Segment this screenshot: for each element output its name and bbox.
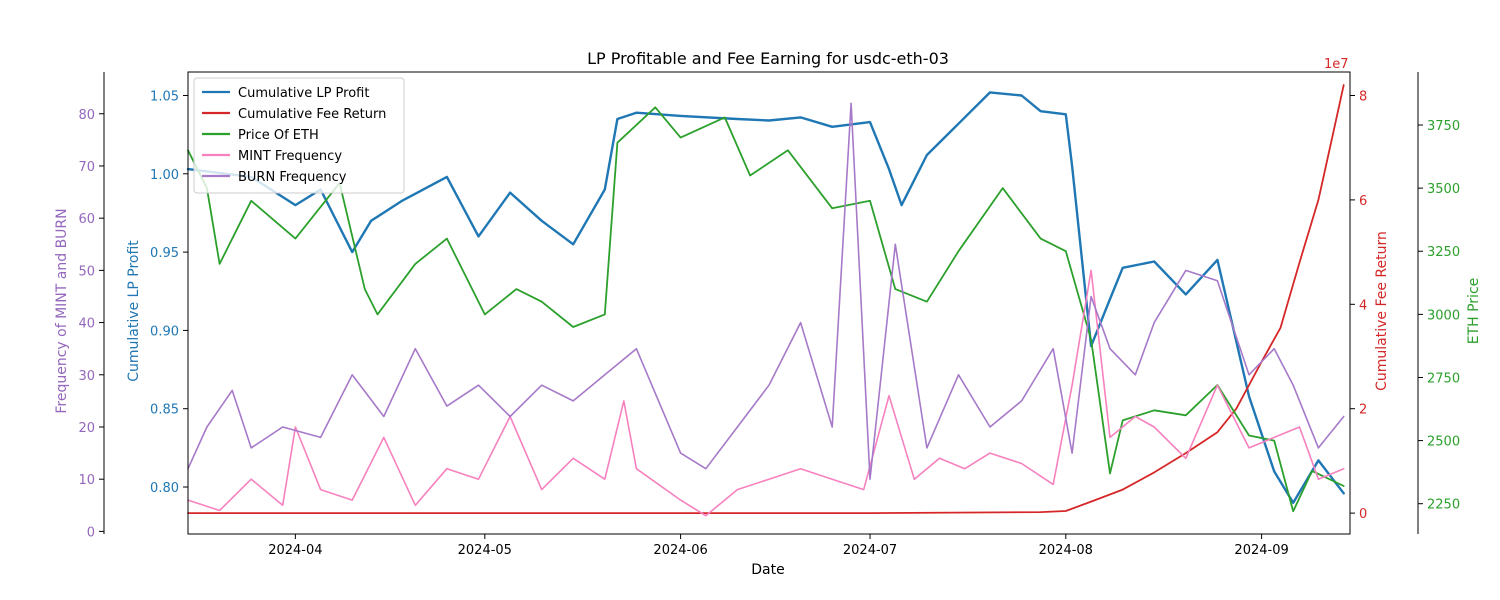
series-line-1 [187,84,1345,514]
freq-tick-label: 20 [78,421,95,436]
x-tick-label: 2024-06 [653,543,707,558]
lp-tick-label: 1.05 [150,89,179,104]
axes: 2024-04 2024-05 2024-06 2024-07 2024-08 2024-… [54,57,1482,558]
legend-entry-label: BURN Frequency [238,170,347,185]
fee-tick-label: 8 [1359,89,1367,104]
eth-tick-label: 3250 [1427,245,1460,260]
fee-axis-title: Cumulative Fee Return [1374,231,1390,391]
eth-tick-label: 2750 [1427,371,1460,386]
legend: Cumulative LP Profit Cumulative Fee Retur… [193,77,405,194]
lp-tick-label: 0.90 [150,324,179,339]
series-line-3 [187,269,1345,517]
lp-tick-label: 1.00 [150,168,179,183]
legend-entry-label: MINT Frequency [238,149,342,164]
freq-tick-label: 30 [78,369,95,384]
freq-axis-title: Frequency of MINT and BURN [54,208,70,413]
fee-tick-label: 0 [1359,507,1367,522]
fee-tick-label: 6 [1359,194,1367,209]
eth-tick-label: 3500 [1427,182,1460,197]
series-line-0 [186,91,1345,504]
lp-tick-label: 0.85 [150,403,179,418]
fee-tick-label: 4 [1359,298,1367,313]
lp-tick-label: 0.80 [150,481,179,496]
x-tick-label: 2024-09 [1234,543,1288,558]
lp-axis-title: Cumulative LP Profit [126,240,142,382]
freq-tick-label: 50 [78,264,95,279]
x-tick-label: 2024-08 [1039,543,1093,558]
freq-tick-label: 40 [78,317,95,332]
freq-tick-label: 60 [78,212,95,227]
legend-entry-label: Price Of ETH [238,128,319,143]
legend-box [193,77,405,194]
x-tick-label: 2024-05 [458,543,512,558]
legend-entry-label: Cumulative LP Profit [238,86,369,101]
fee-tick-label: 2 [1359,403,1367,418]
legend-entry-label: Cumulative Fee Return [238,107,386,122]
freq-tick-label: 80 [78,108,95,123]
x-tick-label: 2024-07 [843,543,897,558]
plot-area [186,84,1345,517]
eth-tick-label: 2500 [1427,435,1460,450]
freq-tick-label: 70 [78,160,95,175]
series-line-4 [187,102,1345,481]
eth-tick-label: 2250 [1427,498,1460,513]
freq-tick-label: 10 [78,473,95,488]
freq-tick-label: 0 [87,525,95,540]
series-line-2 [187,106,1345,513]
x-axis-title: Date [751,562,784,578]
eth-tick-label: 3000 [1427,308,1460,323]
fee-axis-offset-label: 1e7 [1324,57,1349,72]
plot-frame [187,71,1351,535]
eth-tick-label: 3750 [1427,119,1460,134]
x-tick-label: 2024-04 [268,543,322,558]
chart-title: LP Profitable and Fee Earning for usdc-e… [587,49,949,68]
lp-tick-label: 0.95 [150,246,179,261]
eth-axis-title: ETH Price [1466,278,1482,345]
